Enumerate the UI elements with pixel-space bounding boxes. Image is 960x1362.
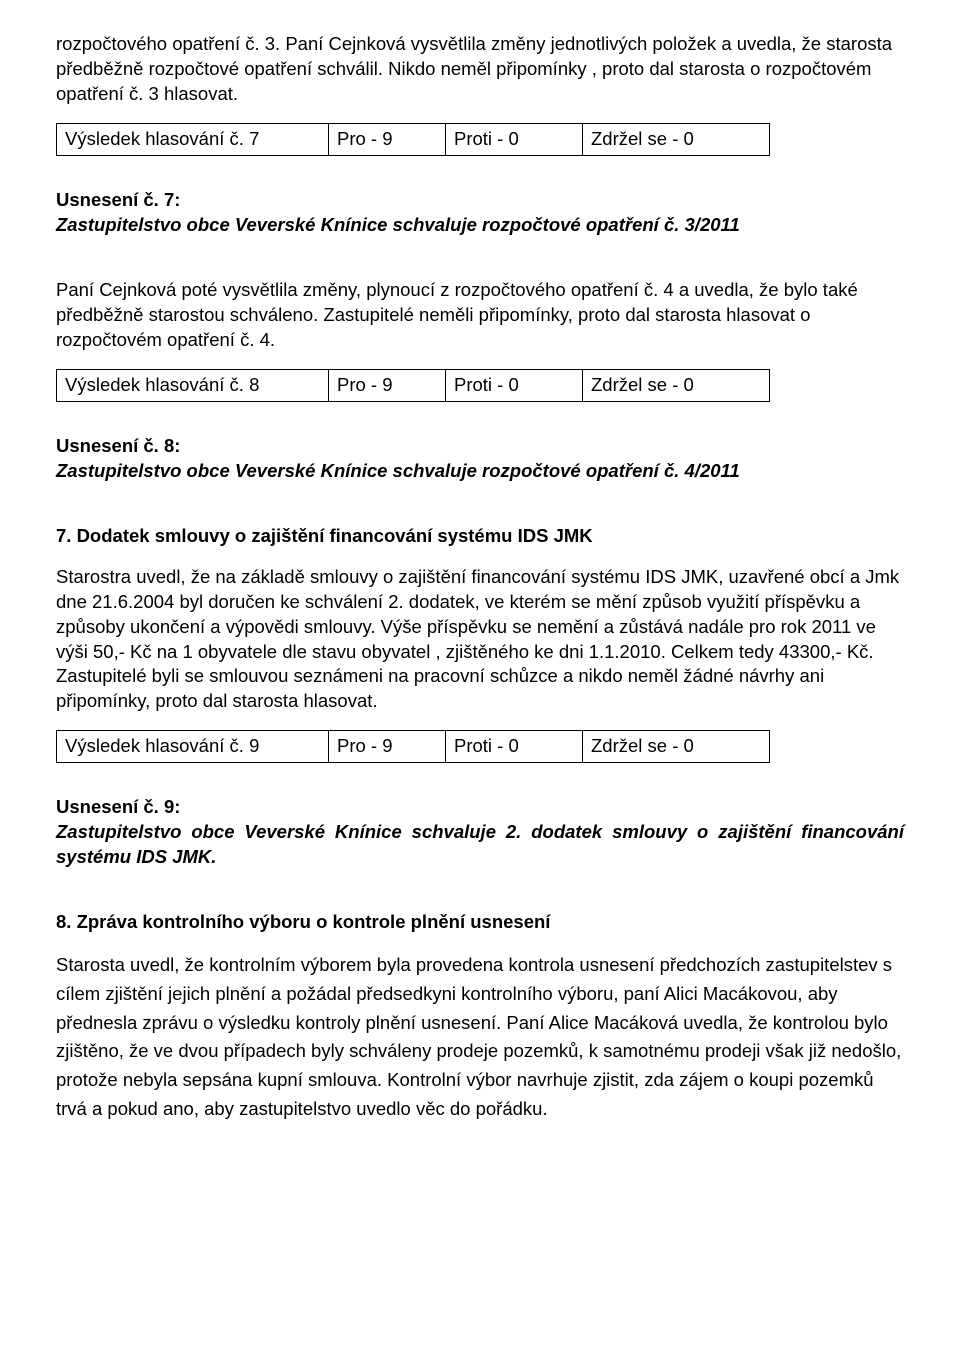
vote8-label: Výsledek hlasování č. 8: [57, 369, 329, 401]
resolution-9-body: Zastupitelstvo obce Veverské Knínice sch…: [56, 820, 904, 870]
resolution-9-title: Usnesení č. 9:: [56, 795, 904, 820]
vote-table-8: Výsledek hlasování č. 8 Pro - 9 Proti - …: [56, 369, 770, 402]
vote8-pro: Pro - 9: [329, 369, 446, 401]
vote-table-7: Výsledek hlasování č. 7 Pro - 9 Proti - …: [56, 123, 770, 156]
vote9-proti: Proti - 0: [446, 731, 583, 763]
vote8-zdrzel: Zdržel se - 0: [583, 369, 770, 401]
vote-table-9: Výsledek hlasování č. 9 Pro - 9 Proti - …: [56, 730, 770, 763]
paragraph-intro-4: Paní Cejnková poté vysvětlila změny, ply…: [56, 278, 904, 353]
vote7-label: Výsledek hlasování č. 7: [57, 123, 329, 155]
paragraph-intro-3: rozpočtového opatření č. 3. Paní Cejnkov…: [56, 32, 904, 107]
paragraph-kontrola: Starosta uvedl, že kontrolním výborem by…: [56, 951, 904, 1123]
vote9-zdrzel: Zdržel se - 0: [583, 731, 770, 763]
paragraph-ids-jmk: Starostra uvedl, že na základě smlouvy o…: [56, 565, 904, 715]
resolution-8-body: Zastupitelstvo obce Veverské Knínice sch…: [56, 459, 904, 484]
heading-7: 7. Dodatek smlouvy o zajištění financová…: [56, 524, 904, 549]
vote9-label: Výsledek hlasování č. 9: [57, 731, 329, 763]
vote8-proti: Proti - 0: [446, 369, 583, 401]
resolution-8-title: Usnesení č. 8:: [56, 434, 904, 459]
vote9-pro: Pro - 9: [329, 731, 446, 763]
document-page: rozpočtového opatření č. 3. Paní Cejnkov…: [0, 0, 960, 1179]
vote7-pro: Pro - 9: [329, 123, 446, 155]
resolution-7-body: Zastupitelstvo obce Veverské Knínice sch…: [56, 213, 904, 238]
vote7-proti: Proti - 0: [446, 123, 583, 155]
heading-8: 8. Zpráva kontrolního výboru o kontrole …: [56, 910, 904, 935]
resolution-7-title: Usnesení č. 7:: [56, 188, 904, 213]
vote7-zdrzel: Zdržel se - 0: [583, 123, 770, 155]
